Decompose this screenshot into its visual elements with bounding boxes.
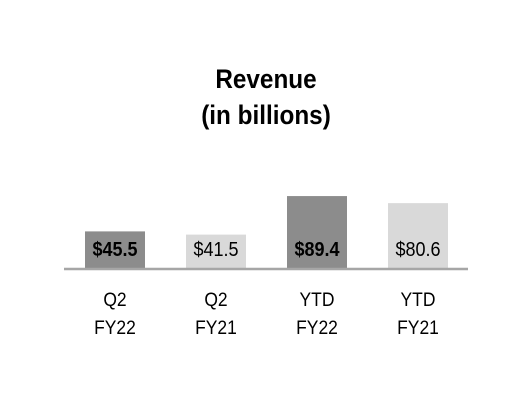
category-label-3-line-1: YTD [300, 288, 335, 310]
data-label-4: $80.6 [395, 239, 440, 261]
bar-3 [287, 196, 347, 268]
category-label-2-line-1: Q2 [204, 288, 227, 310]
category-label-4-line-1: YTD [401, 288, 436, 310]
category-label-1-line-1: Q2 [103, 288, 126, 310]
bar-4 [388, 203, 448, 268]
chart-title-line-1: Revenue [215, 64, 317, 94]
data-label-1: $45.5 [92, 239, 137, 261]
category-label-2-line-2: FY21 [195, 316, 237, 338]
bar-1 [85, 231, 145, 268]
category-label-3-line-2: FY22 [296, 316, 338, 338]
bar-2 [186, 234, 246, 268]
category-label-4-line-2: FY21 [397, 316, 439, 338]
category-label-1-line-2: FY22 [94, 316, 136, 338]
chart-title-line-2: (in billions) [201, 100, 331, 130]
data-label-3: $89.4 [294, 239, 339, 261]
data-label-2: $41.5 [193, 239, 238, 261]
